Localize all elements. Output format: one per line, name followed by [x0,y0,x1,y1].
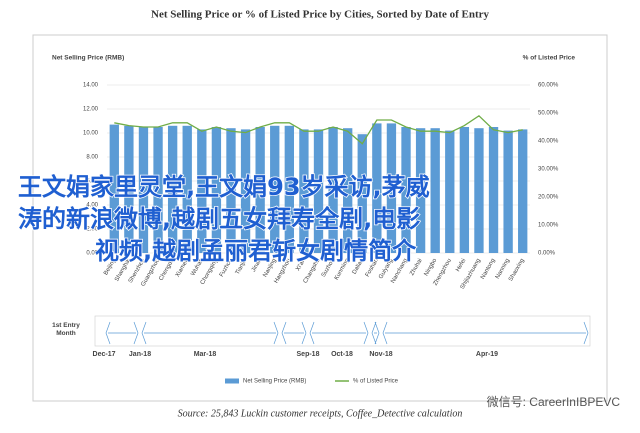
overlay-text: 视频,越剧孟丽君斩女剧情简介 [95,237,417,265]
bar [182,125,192,253]
y-tick-label: 0.00 [86,251,98,257]
y2-axis-label: % of Listed Price [523,55,576,62]
y-tick-label: 6.00 [86,179,98,185]
bar [255,127,265,253]
bar [313,129,324,253]
y2-tick-label: 50.00% [538,111,559,117]
y-tick-label: 14.00 [83,83,99,89]
bar [430,128,440,253]
y-tick-label: 10.00 [83,131,99,137]
timeline-month: Nov-18 [369,351,392,358]
timeline-month: Mar-18 [194,351,217,358]
bar [357,134,367,253]
source: Source: 25,843 Luckin customer receipts,… [178,408,463,419]
y-axis-label: Net Selling Price (RMB) [52,55,124,62]
bar [372,123,382,254]
x-tick-label: Hefei [455,258,467,273]
bar [240,129,251,253]
timeline-label-line: 1st Entry [52,322,80,329]
timeline-month: Jan-18 [129,351,151,358]
timeline-label: 1st Entry Month [52,322,80,337]
timeline-bracket [371,321,380,345]
timeline-bracket [281,321,307,345]
bar [343,128,353,253]
legend-label: % of Listed Price [353,379,399,385]
timeline-bracket [105,321,139,345]
y2-tick-label: 10.00% [538,223,559,229]
timeline-month: Apr-19 [476,351,498,358]
y-tick-label: 12.00 [83,107,99,113]
y2-tick-label: 20.00% [538,195,559,201]
chart-title: Net Selling Price or % of Listed Price b… [151,9,489,21]
bar [124,125,134,253]
bar [503,130,513,253]
bar [328,127,338,253]
x-tick-label: Xi'an [295,258,307,272]
legend-label: Net Selling Price (RMB) [243,379,306,385]
bar [401,127,411,253]
bar [284,125,294,253]
bar [270,125,280,253]
timeline-label-line: Month [56,330,76,337]
bar [299,129,309,253]
x-tick-label: Ningbo [424,257,439,277]
overlay-text: 王文娟家里灵堂,王文娟93岁采访,茅威 [18,173,430,201]
timeline-frame [94,315,591,347]
bar [386,123,397,254]
timeline-bracket [141,321,279,345]
y2-tick-label: 60.00% [538,83,559,89]
y-tick-label: 8.00 [86,155,98,161]
timeline-month: Sep-18 [297,351,320,358]
y2-tick-label: 40.00% [538,139,559,145]
bar [518,129,528,253]
bar [109,124,119,253]
timeline-month: Dec-17 [93,351,116,358]
bar [211,127,222,253]
bar [488,127,499,253]
bar [153,127,163,253]
timeline-bracket [309,321,369,345]
y-tick-label: 2.00 [86,227,98,233]
line [114,114,523,145]
chart-frame [32,34,608,402]
bar [459,127,470,253]
bar [197,129,207,253]
bar [445,130,455,253]
timeline-month: Oct-18 [331,351,353,358]
watermark: 微信号: CareerInIBPEVC [487,395,621,409]
bar [138,127,149,253]
bar [415,128,426,253]
bar [474,128,484,253]
legend-swatch [225,378,239,384]
bar [226,128,236,253]
y-tick-label: 4.00 [86,203,98,209]
bar [167,125,178,253]
overlay-text: 涛的新浪微博,越剧五女拜寿全剧,电影 [18,205,420,233]
y2-tick-label: 30.00% [538,167,559,173]
y2-tick-label: 0.00% [538,251,556,257]
timeline-bracket [382,321,589,345]
